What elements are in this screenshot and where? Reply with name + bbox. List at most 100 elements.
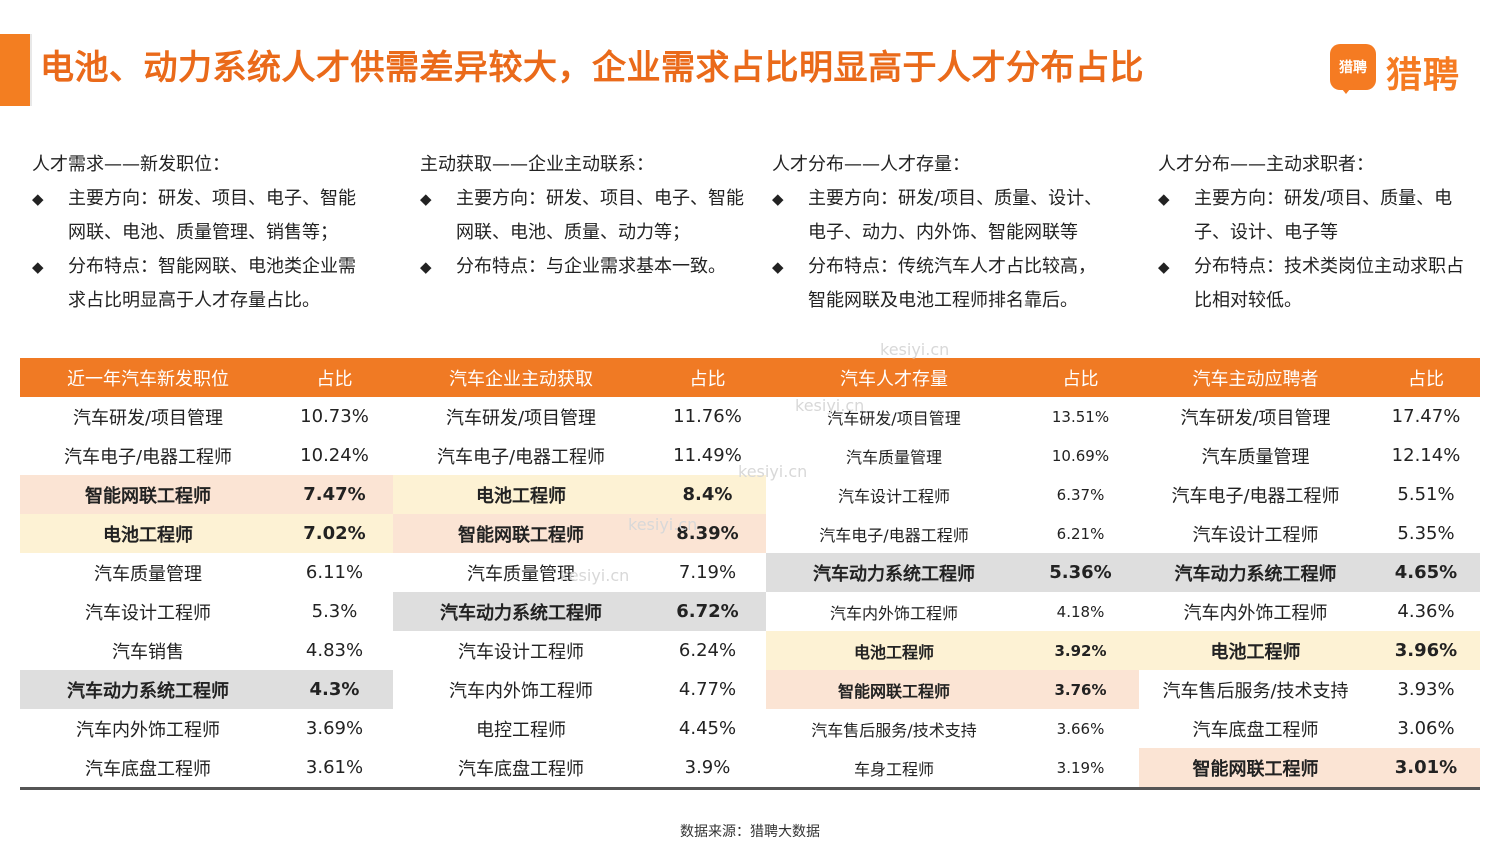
job-title-cell: 电池工程师	[1210, 641, 1301, 663]
share-cell: 7.02%	[303, 523, 366, 544]
share-cell: 7.47%	[303, 484, 366, 505]
job-title-cell: 汽车质量管理	[845, 447, 942, 467]
table-row: 汽车售后服务/技术支持 3.66%	[766, 709, 1139, 748]
share-cell: 4.18%	[1056, 602, 1105, 621]
title-accent-bar	[0, 34, 30, 106]
table-row: 汽车电子/电器工程师 11.49%	[393, 436, 766, 475]
share-cell: 5.36%	[1049, 562, 1112, 583]
ranking-tables: 近一年汽车新发职位 占比 汽车研发/项目管理 10.73% 汽车电子/电器工程师 10.2…	[20, 358, 1480, 790]
share-cell: 10.73%	[300, 406, 369, 427]
share-cell: 3.66%	[1056, 719, 1105, 738]
job-title-cell: 车身工程师	[853, 759, 934, 779]
job-title-cell: 汽车研发/项目管理	[827, 408, 961, 428]
share-cell: 3.76%	[1054, 680, 1107, 699]
job-title-cell: 汽车动力系统工程师	[813, 563, 975, 585]
table-row: 智能网联工程师 3.76%	[766, 670, 1139, 709]
job-title-cell: 汽车内外饰工程师	[829, 603, 958, 623]
note-item: 主要方向：研发/项目、质量、设计、电子、动力、内外饰、智能网联等	[808, 188, 1103, 243]
share-cell: 4.45%	[678, 718, 737, 739]
share-cell: 6.11%	[305, 562, 364, 583]
job-title-cell: 汽车内外饰工程师	[1183, 602, 1328, 624]
watermark: kesiyi.cn	[560, 566, 630, 585]
share-cell: 4.3%	[309, 679, 360, 700]
job-title-cell: 电控工程师	[476, 719, 566, 741]
table-header: 汽车主动应聘者 占比	[1139, 358, 1480, 397]
table-header: 汽车人才存量 占比	[766, 358, 1139, 397]
logo-text: 猎聘	[1386, 55, 1461, 96]
table-row: 汽车电子/电器工程师 10.24%	[20, 436, 393, 475]
watermark: kesiyi.cn	[880, 340, 950, 359]
table-row: 汽车底盘工程师 3.61%	[20, 748, 393, 787]
job-title-cell: 智能网联工程师	[1192, 758, 1319, 780]
table-row: 汽车研发/项目管理 17.47%	[1139, 397, 1480, 436]
table-row: 汽车质量管理 12.14%	[1139, 436, 1480, 475]
job-title-cell: 汽车电子/电器工程师	[63, 446, 233, 468]
job-title-cell: 电池工程师	[476, 485, 566, 507]
table-row: 汽车底盘工程师 3.06%	[1139, 709, 1480, 748]
share-cell: 4.65%	[1394, 562, 1458, 583]
table-row: 智能网联工程师 7.47%	[20, 475, 393, 514]
job-title-cell: 汽车电子/电器工程师	[1171, 485, 1340, 507]
note-item: 分布特点：技术类岗位主动求职占比相对较低。	[1194, 256, 1464, 311]
job-title-cell: 汽车研发/项目管理	[72, 407, 224, 429]
job-title-cell: 汽车质量管理	[1201, 446, 1310, 468]
job-title-cell: 汽车销售	[112, 641, 184, 663]
column-header-pct: 占比	[689, 368, 726, 390]
share-cell: 11.76%	[673, 406, 742, 427]
job-title-cell: 汽车研发/项目管理	[445, 407, 597, 429]
table-row: 汽车销售 4.83%	[20, 631, 393, 670]
note-item: 分布特点：传统汽车人才占比较高，智能网联及电池工程师排名靠后。	[808, 256, 1096, 311]
table-row: 智能网联工程师 8.39%	[393, 514, 766, 553]
table-row: 汽车电子/电器工程师 5.51%	[1139, 475, 1480, 514]
watermark: kesiyi.cn	[738, 462, 808, 481]
table-row: 汽车内外饰工程师 4.18%	[766, 592, 1139, 631]
share-cell: 8.4%	[682, 484, 733, 505]
table-row: 汽车研发/项目管理 10.73%	[20, 397, 393, 436]
table-row: 汽车电子/电器工程师 6.21%	[766, 514, 1139, 553]
note-heading: 主动获取——企业主动联系：	[420, 154, 654, 175]
share-cell: 3.19%	[1056, 758, 1105, 777]
job-title-cell: 汽车设计工程师	[837, 486, 950, 506]
table-row: 汽车售后服务/技术支持 3.93%	[1139, 670, 1480, 709]
job-title-cell: 汽车电子/电器工程师	[436, 446, 606, 468]
column-header-pct: 占比	[316, 368, 353, 390]
note-item: 分布特点：智能网联、电池类企业需求占比明显高于人才存量占比。	[68, 256, 356, 311]
note-item: 分布特点：与企业需求基本一致。	[456, 256, 726, 277]
diamond-bullet-icon: ◆	[772, 190, 784, 208]
note-acquisition: 主动获取——企业主动联系： ◆ 主要方向：研发、项目、电子、智能网联、电池、质量、…	[420, 148, 750, 284]
page-title: 电池、动力系统人才供需差异较大，企业需求占比明显高于人才分布占比	[40, 48, 1144, 88]
share-cell: 10.24%	[300, 445, 369, 466]
diamond-bullet-icon: ◆	[772, 258, 784, 276]
job-title-cell: 汽车内外饰工程师	[449, 680, 593, 702]
table-row: 汽车内外饰工程师 4.77%	[393, 670, 766, 709]
table-row: 电池工程师 7.02%	[20, 514, 393, 553]
share-cell: 3.9%	[684, 757, 731, 778]
job-title-cell: 汽车动力系统工程师	[1174, 563, 1337, 585]
share-cell: 13.51%	[1051, 407, 1110, 426]
liepin-logo: 猎聘 猎聘	[1330, 44, 1470, 96]
diamond-bullet-icon: ◆	[32, 258, 44, 276]
note-seekers: 人才分布——主动求职者： ◆ 主要方向：研发/项目、质量、电子、设计、电子等 ◆ 分…	[1158, 148, 1478, 318]
note-demand: 人才需求——新发职位： ◆ 主要方向：研发、项目、电子、智能网联、电池、质量管理、…	[32, 148, 362, 318]
title-divider	[30, 34, 32, 106]
share-cell: 4.77%	[678, 679, 737, 700]
diamond-bullet-icon: ◆	[420, 190, 432, 208]
job-title-cell: 汽车售后服务/技术支持	[1162, 680, 1349, 702]
share-cell: 10.69%	[1051, 446, 1110, 465]
job-title-cell: 电池工程师	[103, 524, 193, 546]
watermark: kesiyi.cn	[795, 396, 865, 415]
note-heading: 人才分布——主动求职者：	[1158, 154, 1374, 175]
job-title-cell: 汽车内外饰工程师	[76, 719, 220, 741]
job-title-cell: 汽车底盘工程师	[1192, 719, 1319, 741]
table-row: 汽车设计工程师 5.3%	[20, 592, 393, 631]
share-cell: 6.24%	[678, 640, 737, 661]
share-cell: 4.36%	[1397, 601, 1455, 622]
share-cell: 5.3%	[311, 601, 358, 622]
column-header-pct: 占比	[1062, 368, 1099, 390]
share-cell: 3.96%	[1394, 640, 1458, 661]
ranking-table: 汽车主动应聘者 占比 汽车研发/项目管理 17.47% 汽车质量管理 12.14% 汽车电子…	[1139, 358, 1480, 787]
table-row: 电池工程师 3.96%	[1139, 631, 1480, 670]
note-item: 主要方向：研发、项目、电子、智能网联、电池、质量、动力等；	[456, 188, 744, 243]
share-cell: 17.47%	[1391, 406, 1461, 427]
table-row: 汽车内外饰工程师 3.69%	[20, 709, 393, 748]
